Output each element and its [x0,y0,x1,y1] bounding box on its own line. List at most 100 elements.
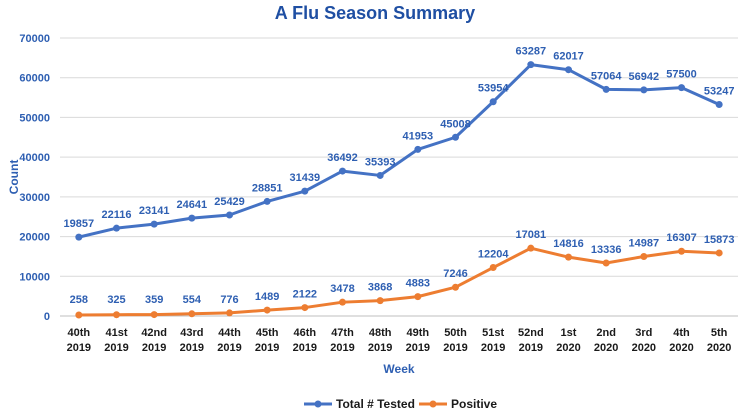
data-label-tested: 57500 [666,69,697,81]
data-point-positive [263,306,271,314]
y-tick-label: 10000 [19,271,50,283]
data-point-positive [339,298,346,306]
x-tick-label-week: 49th [407,327,430,339]
data-label-tested: 28851 [252,182,283,194]
data-label-positive: 14816 [553,238,584,250]
data-label-tested: 24641 [177,199,208,211]
data-label-tested: 35393 [365,156,396,168]
data-label-tested: 19857 [64,218,95,230]
x-tick-label-year: 2019 [217,342,241,354]
data-point-tested [339,167,346,175]
x-tick-label-week: 47th [331,327,354,339]
data-point-positive [301,304,309,312]
x-tick-label-week: 2nd [596,327,616,339]
data-label-tested: 31439 [290,172,321,184]
x-tick-label-year: 2019 [443,342,467,354]
x-tick-label-week: 48th [369,327,392,339]
x-tick-label-week: 45th [256,327,279,339]
data-point-positive [113,311,120,319]
series-positive: 258 325 359 554 776 1489 2122 3478 3868 4883 7246 1… [70,229,735,319]
data-point-positive [527,244,535,252]
data-point-positive [376,297,384,305]
x-tick-label-year: 2019 [406,342,430,354]
data-label-positive: 13336 [591,244,622,256]
x-tick-label-week: 46th [294,327,317,339]
chart-title: A Flu Season Summary [275,3,475,23]
data-label-tested: 36492 [327,152,358,164]
data-label-positive: 776 [220,294,238,306]
data-point-tested [527,61,535,69]
y-tick-label: 60000 [19,73,50,85]
y-tick-label: 50000 [19,112,50,124]
x-tick-label-week: 50th [444,327,467,339]
data-label-positive: 2122 [293,289,317,301]
x-tick-label-year: 2019 [255,342,279,354]
data-point-positive [640,252,648,260]
data-label-positive: 1489 [255,291,279,303]
data-label-tested: 23141 [139,205,170,217]
data-label-tested: 45008 [440,118,471,130]
data-label-tested: 57064 [591,70,622,82]
x-tick-label-week: 4th [673,327,690,339]
data-point-tested [565,66,572,74]
data-label-positive: 4883 [406,278,430,290]
x-tick-label-year: 2020 [707,342,731,354]
y-tick-label: 70000 [19,33,50,45]
x-tick-label-week: 42nd [141,327,167,339]
data-label-positive: 17081 [516,229,547,241]
data-label-positive: 325 [107,294,125,306]
x-tick-label-week: 52nd [518,327,544,339]
data-point-tested [452,133,459,141]
series-line-tested [78,63,720,239]
data-point-tested [715,101,723,109]
legend-marker-tested [314,400,322,408]
data-point-tested [113,224,120,232]
x-tick-label-year: 2019 [142,342,166,354]
x-tick-label-year: 2020 [669,342,693,354]
x-tick-label-year: 2019 [67,342,91,354]
data-label-tested: 56942 [629,71,660,83]
data-point-tested [226,211,233,219]
y-tick-label: 20000 [19,232,50,244]
data-point-positive [452,283,459,291]
legend: Total # Tested Positive [304,397,497,411]
data-point-positive [226,309,233,317]
y-tick-label: 0 [44,311,50,323]
data-point-tested [301,187,309,195]
x-tick-label-year: 2019 [104,342,128,354]
data-label-positive: 15873 [704,234,735,246]
data-point-tested [414,145,422,153]
data-label-tested: 62017 [553,51,584,63]
x-tick-label-week: 3rd [635,327,652,339]
data-label-positive: 554 [183,294,202,306]
data-point-positive [715,249,723,257]
series-line-positive [78,246,720,317]
x-tick-label-year: 2019 [519,342,543,354]
data-point-tested [188,214,196,222]
x-tick-label-year: 2020 [556,342,580,354]
data-label-positive: 14987 [629,237,660,249]
x-tick-label-week: 40th [68,327,91,339]
data-point-tested [150,220,158,228]
x-axis-ticks: 40th 2019 41st 2019 42nd 2019 43rd 2019 44th 2019… [67,327,732,354]
x-tick-label-year: 2019 [330,342,354,354]
data-label-tested: 53247 [704,86,735,98]
data-label-positive: 16307 [666,232,697,244]
x-tick-label-week: 41st [105,327,127,339]
data-point-positive [75,311,83,319]
data-point-tested [75,233,83,241]
data-point-tested [678,84,685,92]
data-label-positive: 3868 [368,282,392,294]
x-axis-label: Week [383,362,414,376]
data-label-positive: 258 [70,294,88,306]
data-label-positive: 7246 [443,268,467,280]
data-point-tested [489,98,497,106]
legend-label-tested: Total # Tested [336,397,415,411]
data-label-positive: 359 [145,294,163,306]
x-tick-label-week: 1st [561,327,577,339]
legend-label-positive: Positive [451,397,497,411]
x-tick-label-year: 2019 [180,342,204,354]
x-tick-label-year: 2019 [481,342,505,354]
